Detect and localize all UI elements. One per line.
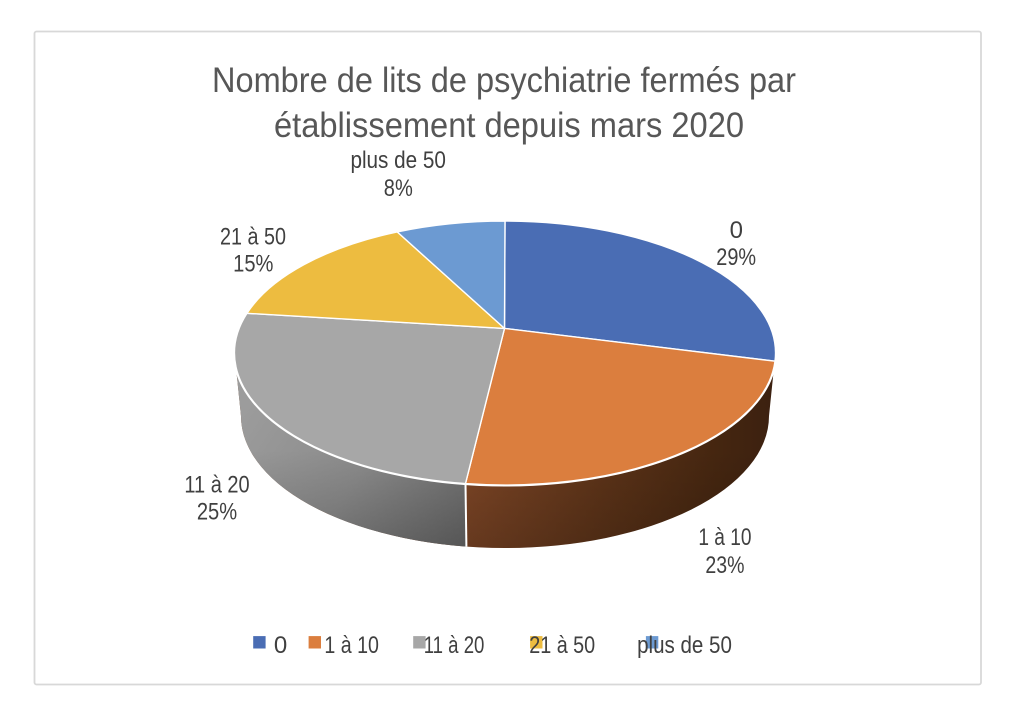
svg-text:0: 0 bbox=[730, 217, 743, 244]
svg-text:Nombre de lits de psychiatrie: Nombre de lits de psychiatrie fermés par bbox=[212, 61, 796, 100]
svg-text:23%: 23% bbox=[705, 552, 744, 579]
svg-text:1 à 10: 1 à 10 bbox=[698, 524, 751, 551]
svg-text:plus de 50: plus de 50 bbox=[637, 632, 732, 659]
svg-text:29%: 29% bbox=[716, 244, 756, 271]
svg-text:21 à 50: 21 à 50 bbox=[220, 223, 286, 250]
svg-text:11 à 20: 11 à 20 bbox=[184, 472, 249, 499]
svg-text:15%: 15% bbox=[233, 251, 273, 278]
svg-text:25%: 25% bbox=[197, 499, 237, 526]
svg-text:11 à 20: 11 à 20 bbox=[424, 632, 485, 659]
svg-text:plus de 50: plus de 50 bbox=[350, 147, 446, 174]
svg-text:0: 0 bbox=[274, 632, 287, 659]
svg-text:8%: 8% bbox=[384, 175, 413, 202]
svg-text:1 à 10: 1 à 10 bbox=[324, 632, 379, 659]
svg-text:établissement depuis mars 2020: établissement depuis mars 2020 bbox=[274, 106, 744, 145]
svg-text:21 à 50: 21 à 50 bbox=[529, 632, 595, 659]
